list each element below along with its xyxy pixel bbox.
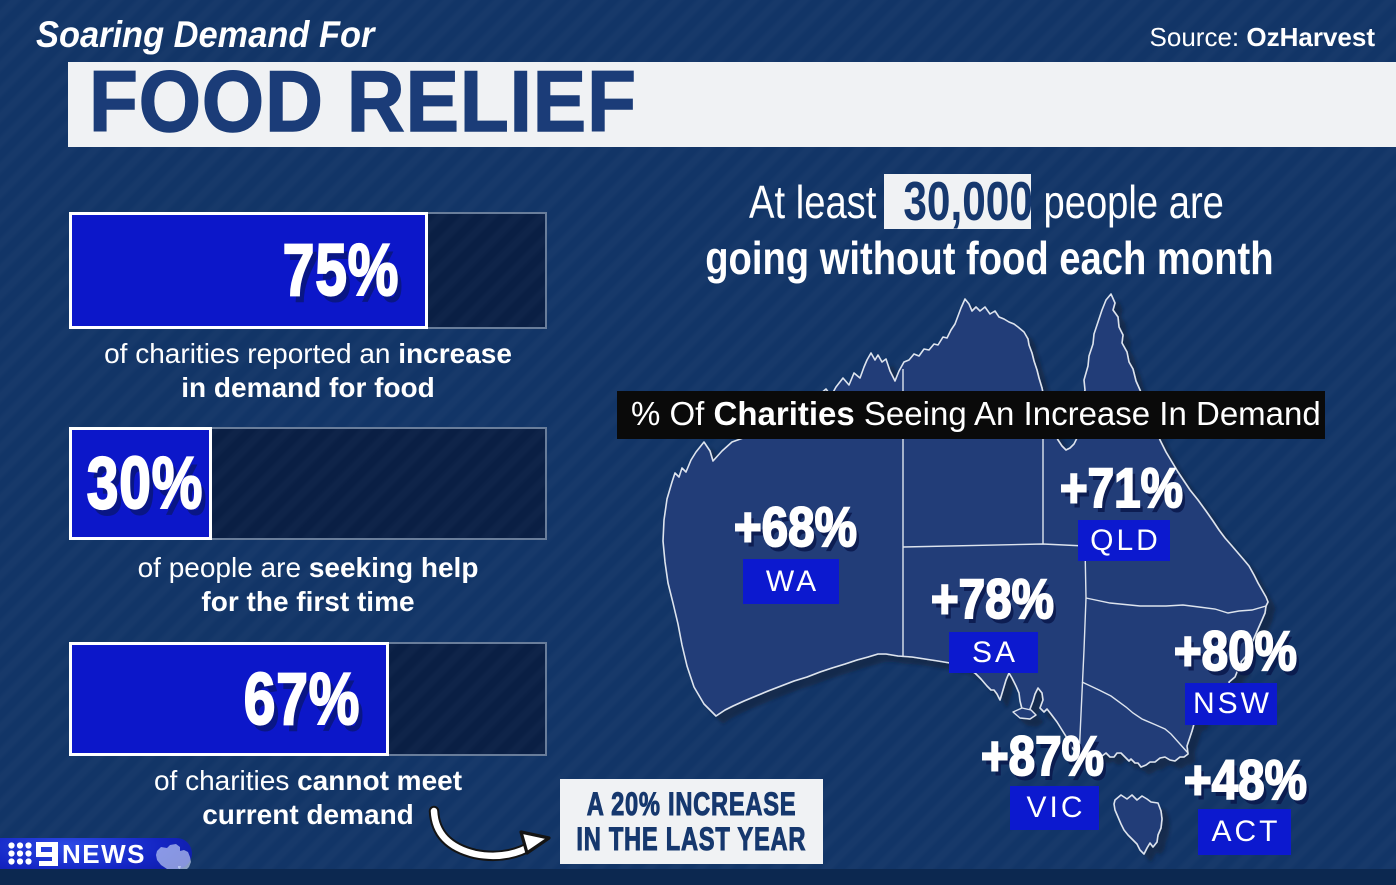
svg-text:NEWS: NEWS — [62, 839, 146, 869]
